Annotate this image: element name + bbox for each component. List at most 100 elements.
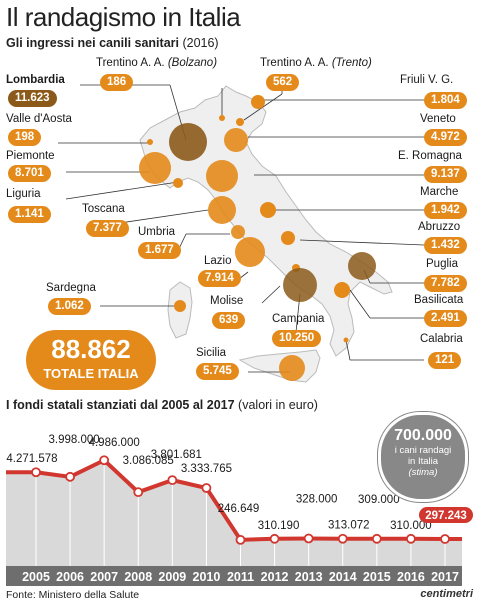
x-tick-2010: 2010 xyxy=(193,570,221,584)
value-marche: 1.942 xyxy=(424,202,467,219)
data-label-text-2017: 297.243 xyxy=(425,510,467,522)
value-calabria: 121 xyxy=(428,352,462,369)
bubble-emilia xyxy=(206,160,238,192)
data-point-2009 xyxy=(167,475,178,486)
bubble-lombardia xyxy=(169,123,207,161)
value-sicilia: 5.745 xyxy=(196,363,239,380)
value-lombardia: 11.623 xyxy=(8,90,57,107)
bubble-piemonte xyxy=(139,152,171,184)
label-emilia: E. Romagna xyxy=(398,150,462,162)
label-trento: Trentino A. A. (Trento) xyxy=(260,57,372,69)
bubble-friuli xyxy=(251,95,265,109)
data-point-2006 xyxy=(65,471,75,482)
value-lazio: 7.914 xyxy=(198,270,241,287)
page-title: Il randagismo in Italia xyxy=(6,2,241,32)
data-label-2005: 4.271.578 xyxy=(6,453,57,465)
label-toscana: Toscana xyxy=(82,203,125,215)
x-tick-2016: 2016 xyxy=(397,570,425,584)
value-friuli: 1.804 xyxy=(424,92,467,109)
data-label-2015: 309.000 xyxy=(358,494,400,506)
x-tick-2008: 2008 xyxy=(124,570,152,584)
data-point-2012 xyxy=(269,533,280,544)
label-basilicata: Basilicata xyxy=(414,294,464,306)
total-label: TOTALE ITALIA xyxy=(43,366,139,381)
value-sardegna: 1.062 xyxy=(48,298,91,315)
data-label-2016: 310.000 xyxy=(390,520,432,532)
value-emilia: 9.137 xyxy=(424,166,467,183)
label-lazio: Lazio xyxy=(204,255,232,267)
data-label-2013: 328.000 xyxy=(296,493,338,505)
badge-value: 700.000 xyxy=(394,427,452,444)
value-piemonte: 8.701 xyxy=(8,165,51,182)
bubble-sardegna xyxy=(174,300,186,312)
value-trento: 562 xyxy=(266,74,300,91)
label-calabria: Calabria xyxy=(420,333,463,345)
x-tick-labels: 2005 2006 2007 2008 2009 2010 2011 2012 2013 2014… xyxy=(22,570,459,584)
x-tick-2015: 2015 xyxy=(363,570,391,584)
highlight-pill xyxy=(419,507,473,524)
label-lombardia: Lombardia xyxy=(6,74,65,86)
label-marche: Marche xyxy=(420,186,459,198)
label-trento-sub: (Trento) xyxy=(331,57,372,69)
bubble-lazio xyxy=(235,237,265,267)
brand-logo: centimetri xyxy=(420,588,473,600)
badge-line1: i cani randagi xyxy=(394,445,452,456)
x-tick-2013: 2013 xyxy=(295,570,323,584)
data-point-2017 xyxy=(440,534,450,544)
label-umbria: Umbria xyxy=(138,226,176,238)
label-trento-name: Trentino A. A. xyxy=(260,57,332,69)
label-friuli: Friuli V. G. xyxy=(400,74,454,86)
bubble-basilicata xyxy=(334,282,350,298)
value-basilicata: 2.491 xyxy=(424,310,467,327)
data-point-2010 xyxy=(201,483,212,493)
bubble-campania xyxy=(283,268,317,302)
value-toscana: 7.377 xyxy=(86,220,129,237)
bubble-umbria xyxy=(231,225,245,239)
label-bolzano-name: Trentino A. A. xyxy=(96,57,168,69)
funds-subtitle: I fondi statali stanziati dal 2005 al 20… xyxy=(6,398,318,412)
region-bubbles xyxy=(139,95,376,381)
bubble-marche xyxy=(260,202,276,218)
data-label-2014: 313.072 xyxy=(328,520,370,532)
label-campania: Campania xyxy=(272,313,325,325)
data-point-2005 xyxy=(31,467,41,478)
x-tick-2012: 2012 xyxy=(261,570,289,584)
data-point-2016 xyxy=(406,533,416,544)
label-bolzano-sub: (Bolzano) xyxy=(167,57,218,69)
badge-line3: (stima) xyxy=(408,467,438,478)
value-umbria: 1.677 xyxy=(138,242,181,259)
bubble-toscana xyxy=(208,196,236,224)
value-abruzzo: 1.432 xyxy=(424,237,467,254)
x-axis-band xyxy=(6,566,462,586)
x-tick-2014: 2014 xyxy=(329,570,357,584)
label-sicilia: Sicilia xyxy=(196,347,227,359)
map-subtitle-bold: Gli ingressi nei canili sanitari xyxy=(6,36,179,50)
value-campania: 10.250 xyxy=(272,330,322,347)
data-label-2011: 246.649 xyxy=(218,503,260,515)
data-label-2009: 3.801.681 xyxy=(151,449,202,461)
leader-lines xyxy=(58,84,425,373)
value-molise: 639 xyxy=(212,312,246,329)
label-abruzzo: Abruzzo xyxy=(418,221,461,233)
source-note: Fonte: Ministero della Salute xyxy=(6,589,140,601)
data-label-2007: 4.986.000 xyxy=(89,437,140,449)
data-label-2017: 297.243 xyxy=(419,507,473,524)
stray-dogs-badge: 700.000 i cani randagi in Italia (stima) xyxy=(378,412,468,502)
bubble-calabria xyxy=(343,337,349,343)
total-italia-box: 88.862 TOTALE ITALIA xyxy=(26,330,156,390)
x-tick-2006: 2006 xyxy=(56,570,84,584)
chart-area xyxy=(6,455,462,566)
x-tick-2011: 2011 xyxy=(227,570,254,584)
funds-chart: 2005 2006 2007 2008 2009 2010 2011 2012 2013 2014… xyxy=(6,434,473,586)
value-liguria: 1.141 xyxy=(8,206,51,223)
funds-subtitle-bold: I fondi statali stanziati dal 2005 al 20… xyxy=(6,398,235,412)
bubble-valle xyxy=(147,139,153,145)
data-point-2013 xyxy=(303,533,314,544)
label-valle: Valle d'Aosta xyxy=(6,113,72,125)
bubble-abruzzo xyxy=(281,231,295,245)
label-bolzano: Trentino A. A. (Bolzano) xyxy=(96,57,217,69)
bubble-sicilia xyxy=(279,355,305,381)
x-tick-2007: 2007 xyxy=(90,570,118,584)
data-point-2014 xyxy=(337,533,348,544)
data-point-2008 xyxy=(133,487,144,498)
